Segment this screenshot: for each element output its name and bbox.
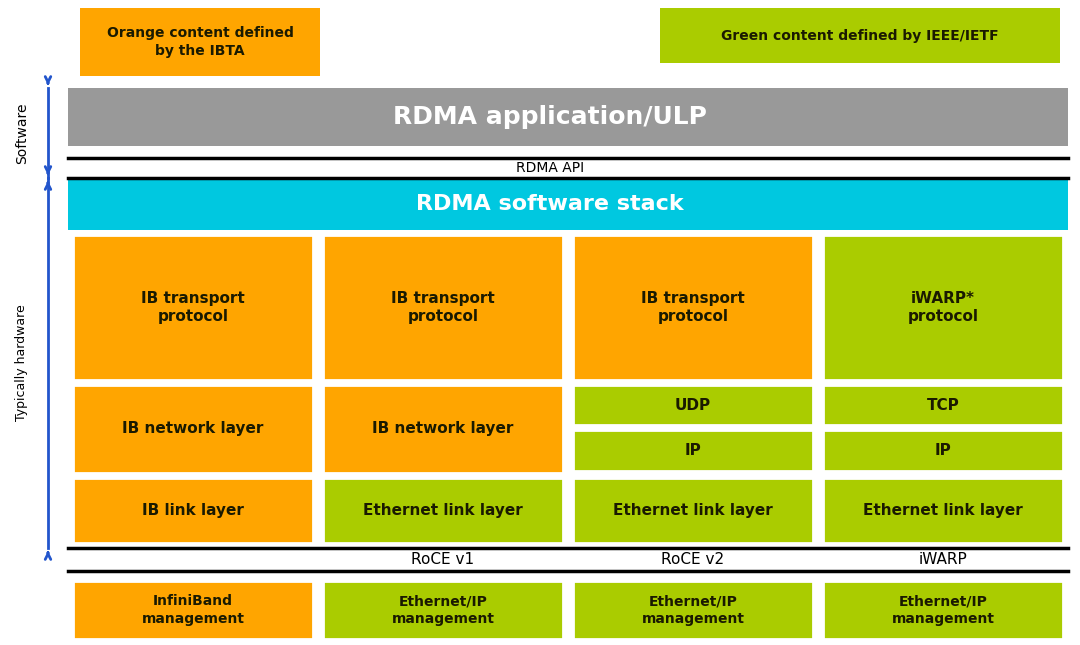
Text: Ethernet link layer: Ethernet link layer: [863, 503, 1023, 518]
Bar: [80, 8, 320, 76]
Text: UDP: UDP: [675, 397, 711, 413]
Text: Typically hardware: Typically hardware: [15, 304, 28, 421]
Text: Orange content defined
by the IBTA: Orange content defined by the IBTA: [107, 26, 294, 57]
Text: iWARP*
protocol: iWARP* protocol: [907, 291, 978, 324]
Bar: [823, 478, 1063, 543]
Text: IB network layer: IB network layer: [122, 421, 264, 437]
Text: Ethernet/IP
management: Ethernet/IP management: [891, 594, 995, 626]
Bar: [73, 478, 313, 543]
Text: Ethernet link layer: Ethernet link layer: [363, 503, 523, 518]
Text: IP: IP: [934, 443, 951, 458]
Bar: [73, 385, 313, 473]
Text: RDMA API: RDMA API: [516, 161, 584, 175]
Bar: [573, 385, 813, 425]
Bar: [68, 178, 1068, 230]
Bar: [323, 235, 563, 380]
Bar: [73, 581, 313, 639]
Text: RoCE v2: RoCE v2: [661, 552, 725, 567]
Bar: [323, 478, 563, 543]
Bar: [823, 430, 1063, 471]
Bar: [73, 235, 313, 380]
Text: IB transport
protocol: IB transport protocol: [642, 291, 745, 324]
Text: RDMA application/ULP: RDMA application/ULP: [393, 105, 707, 129]
Bar: [323, 581, 563, 639]
Bar: [323, 385, 563, 473]
Text: IB link layer: IB link layer: [143, 503, 244, 518]
Text: InfiniBand
management: InfiniBand management: [141, 594, 244, 626]
Text: Ethernet/IP
management: Ethernet/IP management: [391, 594, 495, 626]
Text: IB network layer: IB network layer: [373, 421, 514, 437]
Bar: [660, 8, 1059, 63]
Text: Ethernet/IP
management: Ethernet/IP management: [642, 594, 744, 626]
Text: IB transport
protocol: IB transport protocol: [141, 291, 245, 324]
Bar: [573, 430, 813, 471]
Bar: [573, 235, 813, 380]
Text: TCP: TCP: [927, 397, 959, 413]
Bar: [573, 478, 813, 543]
Text: Ethernet link layer: Ethernet link layer: [613, 503, 773, 518]
Text: IP: IP: [685, 443, 701, 458]
Text: Software: Software: [15, 103, 29, 164]
Bar: [68, 88, 1068, 146]
Text: iWARP: iWARP: [919, 552, 968, 567]
Text: Green content defined by IEEE/IETF: Green content defined by IEEE/IETF: [721, 29, 999, 43]
Bar: [823, 235, 1063, 380]
Bar: [823, 581, 1063, 639]
Text: RoCE v1: RoCE v1: [411, 552, 474, 567]
Text: IB transport
protocol: IB transport protocol: [391, 291, 495, 324]
Bar: [823, 385, 1063, 425]
Bar: [573, 581, 813, 639]
Text: RDMA software stack: RDMA software stack: [416, 194, 684, 214]
